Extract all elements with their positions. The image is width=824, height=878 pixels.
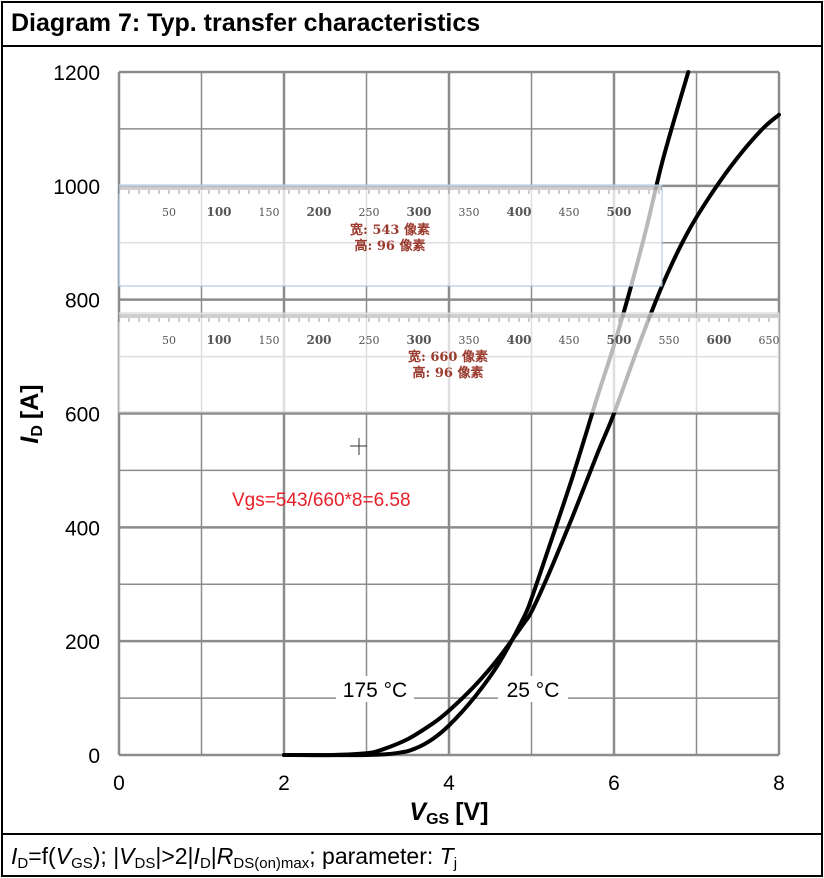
caption-gs: GS bbox=[71, 855, 93, 872]
x-axis-label: VGS [V] bbox=[409, 798, 488, 828]
ruler2-panel bbox=[118, 312, 780, 413]
y-tick-label: 1000 bbox=[53, 176, 100, 199]
y-tick-label: 600 bbox=[65, 404, 100, 427]
grid bbox=[117, 70, 781, 757]
series-175c bbox=[282, 112, 781, 758]
x-tick-label: 0 bbox=[113, 772, 125, 795]
caption-mid1: ); | bbox=[92, 843, 120, 869]
ruler1-label: 200 bbox=[306, 205, 331, 219]
ruler1-label: 400 bbox=[506, 205, 531, 219]
ruler1-panel bbox=[118, 184, 663, 287]
ruler1-label: 150 bbox=[259, 206, 280, 219]
ruler1-height-text: 高: 96 像素 bbox=[355, 238, 426, 254]
y-axis-label: ID [A] bbox=[16, 384, 46, 443]
ruler2-label: 300 bbox=[406, 333, 431, 347]
ruler2-label: 200 bbox=[306, 333, 331, 347]
y-label-sub: D bbox=[29, 425, 46, 437]
ruler2-label: 450 bbox=[559, 334, 580, 347]
y-tick-label: 400 bbox=[65, 517, 100, 540]
ruler2-label: 500 bbox=[606, 333, 631, 347]
y-label-main: I bbox=[16, 436, 44, 444]
ruler1-label: 300 bbox=[406, 205, 431, 219]
caption-d: D bbox=[17, 855, 29, 872]
x-tick-label: 8 bbox=[773, 772, 785, 795]
x-tick-label: 6 bbox=[608, 772, 620, 795]
caption-mid2: |>2| bbox=[155, 843, 194, 869]
ruler1-label: 100 bbox=[206, 205, 231, 219]
caption-text: ID=f(VGS); |VDS|>2|ID|RDS(on)max; parame… bbox=[11, 843, 457, 872]
ruler2-label: 650 bbox=[759, 334, 780, 347]
x-tick-label: 4 bbox=[443, 772, 455, 795]
crosshair-cursor-icon bbox=[350, 438, 367, 455]
y-label-unit: [A] bbox=[16, 384, 44, 419]
title-bar: Diagram 7: Typ. transfer characteristics bbox=[3, 3, 821, 47]
y-tick-label: 1200 bbox=[53, 62, 100, 85]
x-label-main: V bbox=[409, 798, 428, 826]
ruler-overlay-2: 50 100 150 200 250 300 350 400 450 500 550 600 650 宽… bbox=[118, 312, 780, 413]
diagram-title: Diagram 7: Typ. transfer characteristics bbox=[11, 9, 481, 37]
x-tick-label: 2 bbox=[278, 772, 290, 795]
label-bg-175 bbox=[336, 676, 414, 702]
caption-v: V bbox=[55, 843, 72, 869]
tick-labels: 0 2 4 6 8 0 200 400 600 800 1000 1200 bbox=[53, 62, 785, 795]
caption-i2: I bbox=[193, 843, 200, 869]
series-label-175c: 175 °C bbox=[343, 679, 407, 702]
ruler2-label: 150 bbox=[259, 334, 280, 347]
ruler2-label: 250 bbox=[359, 334, 380, 347]
caption-eq: =f( bbox=[28, 843, 56, 869]
caption-mid4: ; parameter: bbox=[309, 843, 440, 869]
ruler2-label: 50 bbox=[162, 334, 176, 347]
series-label-25c: 25 °C bbox=[507, 679, 560, 702]
ruler1-label: 350 bbox=[459, 206, 480, 219]
ruler1-label: 500 bbox=[606, 205, 631, 219]
ruler1-tick-labels: 50 100 150 200 250 300 350 400 450 500 bbox=[162, 205, 632, 219]
calculation-annotation: Vgs=543/660*8=6.58 bbox=[232, 490, 411, 511]
x-label-unit: [V] bbox=[455, 798, 488, 826]
ruler1-label: 450 bbox=[559, 206, 580, 219]
caption-bar: ID=f(VGS); |VDS|>2|ID|RDS(on)max; parame… bbox=[3, 833, 821, 877]
ruler2-label: 550 bbox=[659, 334, 680, 347]
caption-i: I bbox=[11, 843, 18, 869]
caption-dson: DS(on)max bbox=[233, 855, 310, 872]
caption-r: R bbox=[216, 843, 234, 869]
ruler2-height-text: 高: 96 像素 bbox=[413, 365, 484, 381]
ruler2-tick-labels: 50 100 150 200 250 300 350 400 450 500 550 600 650 bbox=[162, 333, 780, 347]
y-tick-label: 0 bbox=[88, 745, 100, 768]
ruler2-label: 100 bbox=[206, 333, 231, 347]
ruler1-width-text: 宽: 543 像素 bbox=[349, 222, 430, 238]
caption-d2: D bbox=[199, 855, 211, 872]
label-bg-25 bbox=[498, 676, 568, 702]
ruler2-width-text: 宽: 660 像素 bbox=[407, 349, 488, 365]
ruler-overlay-1: 50 100 150 200 250 300 350 400 450 500 宽: 543 像素 … bbox=[118, 184, 663, 287]
caption-mid3: | bbox=[210, 843, 217, 869]
x-label-sub: GS bbox=[426, 811, 449, 828]
ruler2-tickmarks bbox=[118, 314, 778, 322]
ruler2-label: 350 bbox=[459, 334, 480, 347]
ruler1-tickmarks bbox=[118, 186, 662, 194]
caption-t: T bbox=[439, 843, 454, 869]
ruler1-label: 250 bbox=[359, 206, 380, 219]
y-tick-label: 800 bbox=[65, 290, 100, 313]
caption-j: j bbox=[453, 855, 458, 872]
ruler2-label: 400 bbox=[506, 333, 531, 347]
ruler1-label: 50 bbox=[162, 206, 176, 219]
caption-v2: V bbox=[119, 843, 135, 869]
caption-ds: DS bbox=[134, 855, 156, 872]
y-tick-label: 200 bbox=[65, 631, 100, 654]
ruler2-label: 600 bbox=[706, 333, 731, 347]
